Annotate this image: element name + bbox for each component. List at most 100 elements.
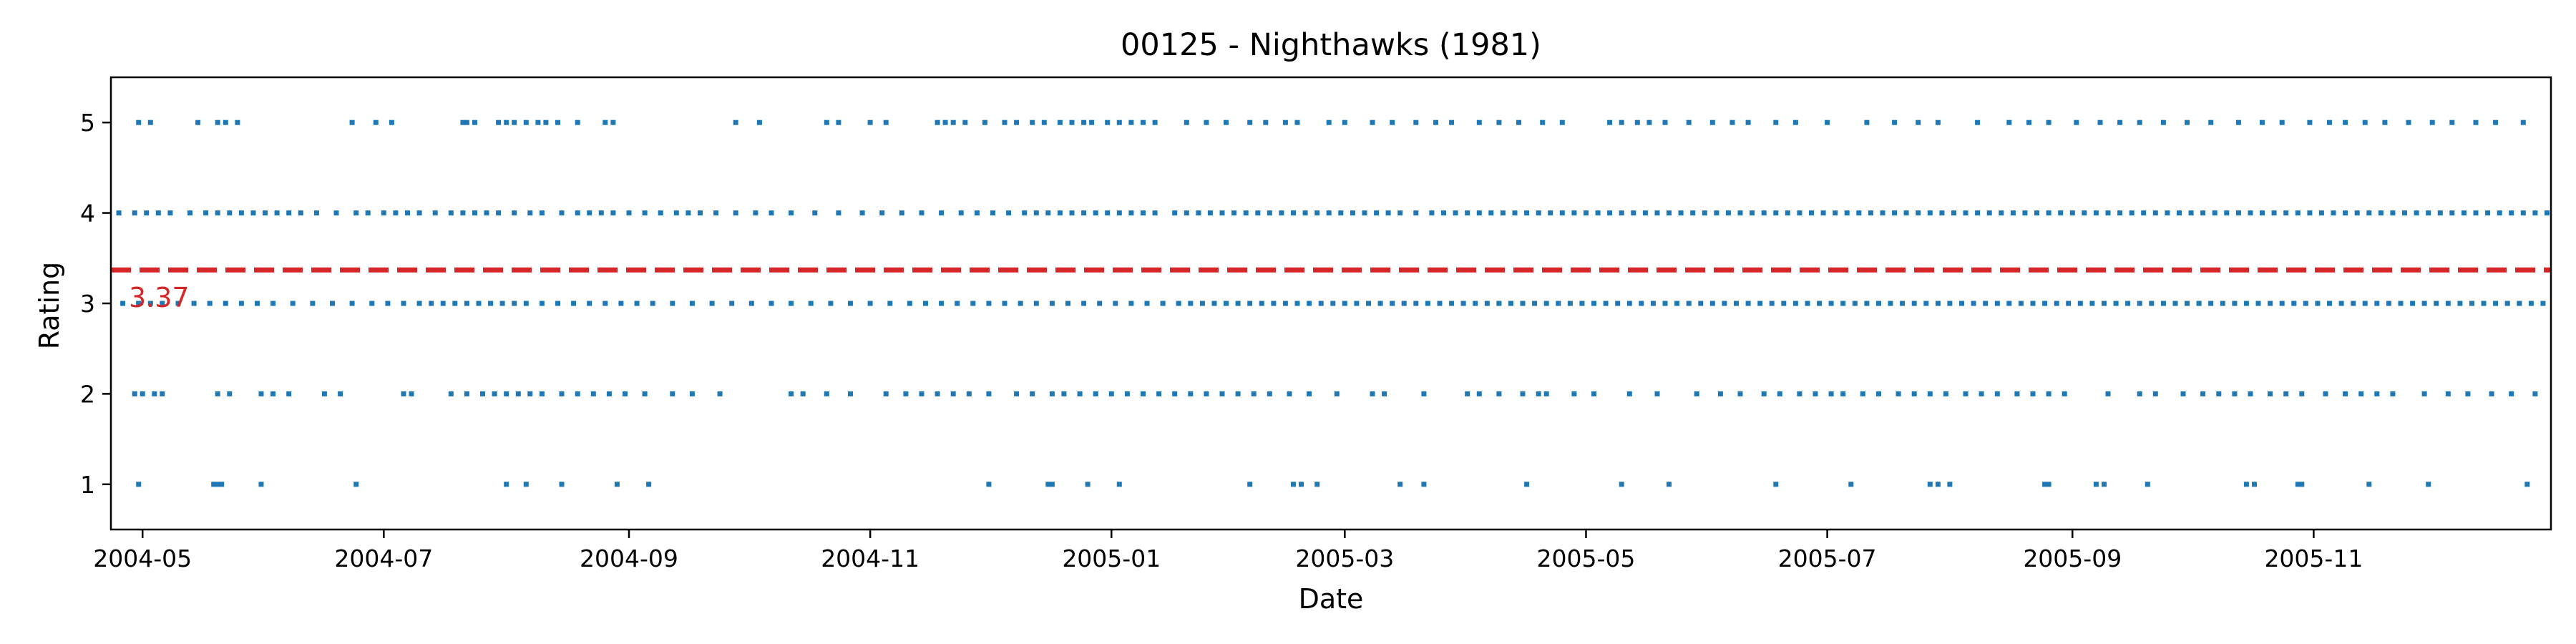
data-point — [2248, 210, 2253, 216]
y-axis-label: Rating — [34, 262, 65, 350]
data-point — [1745, 301, 1751, 306]
data-point — [1465, 210, 1470, 216]
data-point — [1449, 301, 1455, 306]
data-point — [1880, 210, 1885, 216]
data-point — [1049, 482, 1055, 487]
data-point — [2152, 391, 2158, 396]
data-point — [962, 119, 968, 125]
x-axis: 2004-05 2004-07 2004-09 2004-11 2005-01 2005-… — [93, 530, 2363, 572]
data-point — [136, 482, 142, 487]
data-point — [286, 391, 292, 396]
data-point — [460, 119, 466, 125]
data-point — [1116, 119, 1122, 125]
data-point — [824, 119, 829, 125]
data-point — [238, 301, 244, 306]
data-point — [1453, 210, 1458, 216]
data-point — [1128, 210, 1134, 216]
data-point — [1413, 301, 1419, 306]
data-point — [270, 391, 276, 396]
data-point — [1030, 391, 1035, 396]
data-point — [935, 119, 940, 125]
data-point — [1717, 391, 1723, 396]
data-point — [349, 119, 355, 125]
data-point — [1160, 301, 1166, 306]
data-point — [1971, 301, 1976, 306]
data-point — [1888, 301, 1893, 306]
data-point — [2042, 482, 2048, 487]
data-point — [1686, 301, 1692, 306]
data-point — [215, 119, 220, 125]
data-point — [2386, 301, 2391, 306]
data-point — [2224, 210, 2230, 216]
data-point — [748, 301, 754, 306]
data-point — [1002, 301, 1008, 306]
data-point — [1282, 119, 1288, 125]
data-point — [2102, 482, 2107, 487]
data-point — [215, 482, 220, 487]
data-point — [2117, 210, 2123, 216]
data-point — [646, 482, 652, 487]
data-point — [1374, 210, 1380, 216]
data-point — [2046, 119, 2051, 125]
data-point — [1204, 119, 1209, 125]
data-point — [1559, 210, 1565, 216]
data-point — [2532, 210, 2538, 216]
data-point — [401, 301, 406, 306]
data-point — [2406, 119, 2411, 125]
data-point — [1049, 391, 1055, 396]
data-point — [1089, 119, 1095, 125]
data-point — [2489, 391, 2494, 396]
data-point — [1761, 391, 1767, 396]
y-axis: 1 2 3 4 5 — [80, 109, 111, 499]
data-point — [879, 210, 885, 216]
data-point — [132, 391, 137, 396]
data-point — [1797, 210, 1802, 216]
x-tick-label: 2005-05 — [1537, 545, 1636, 572]
data-point — [1437, 301, 1443, 306]
data-point — [1935, 482, 1941, 487]
data-point — [1449, 119, 1455, 125]
data-point — [1939, 210, 1945, 216]
data-point — [1844, 210, 1850, 216]
data-point — [2449, 210, 2455, 216]
data-point — [1860, 391, 1865, 396]
data-point — [512, 210, 517, 216]
data-point — [2429, 119, 2435, 125]
data-point — [1543, 391, 1549, 396]
data-point — [867, 119, 873, 125]
data-point — [2046, 391, 2051, 396]
data-point — [650, 301, 655, 306]
data-point — [1141, 391, 1146, 396]
data-point — [1595, 210, 1601, 216]
data-point — [670, 301, 675, 306]
data-point — [1108, 391, 1114, 396]
data-point — [1224, 119, 1229, 125]
data-point — [1370, 391, 1375, 396]
data-point — [223, 119, 228, 125]
data-point — [448, 391, 454, 396]
data-point — [1773, 119, 1779, 125]
data-point — [673, 210, 679, 216]
data-point — [512, 119, 517, 125]
data-point — [1124, 391, 1130, 396]
x-tick-label: 2004-07 — [334, 545, 433, 572]
data-point — [492, 391, 497, 396]
data-point — [1619, 119, 1624, 125]
data-point — [2160, 119, 2166, 125]
data-point — [1876, 301, 1881, 306]
data-point — [1350, 210, 1355, 216]
data-point — [1994, 301, 2000, 306]
data-point — [1777, 391, 1782, 396]
data-point — [1654, 210, 1660, 216]
data-point — [2362, 119, 2368, 125]
data-point — [2235, 210, 2241, 216]
data-point — [227, 210, 233, 216]
data-point — [2172, 301, 2178, 306]
data-point — [227, 391, 233, 396]
data-point — [1757, 301, 1763, 306]
data-point — [207, 301, 213, 306]
data-point — [2034, 210, 2039, 216]
data-point — [1184, 210, 1189, 216]
data-point — [2077, 301, 2083, 306]
data-point — [496, 210, 502, 216]
